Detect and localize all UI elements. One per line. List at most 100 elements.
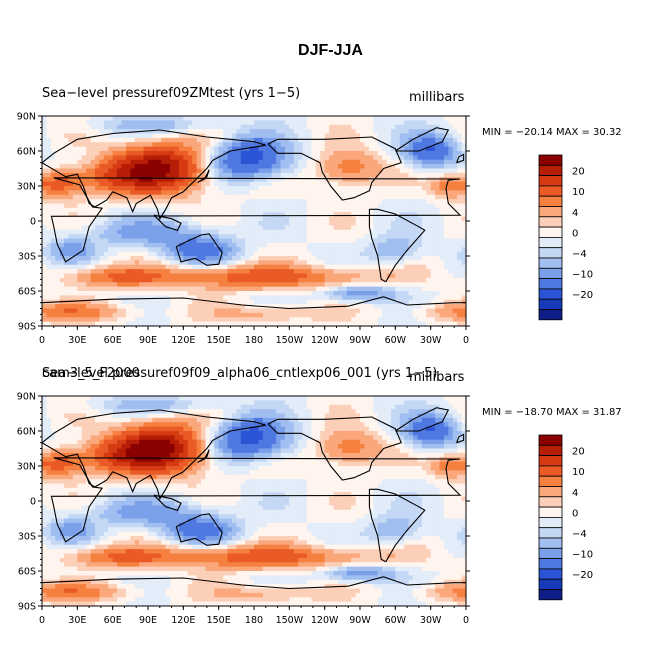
contour-cell: [413, 317, 419, 323]
contour-cell: [156, 199, 162, 205]
contour-cell: [426, 312, 432, 318]
contour-cell: [320, 264, 326, 270]
contour-cell: [72, 168, 78, 174]
contour-cell: [95, 190, 101, 196]
contour-cell: [351, 286, 357, 292]
contour-cell: [329, 269, 335, 275]
contour-cell: [452, 172, 458, 178]
contour-cell: [249, 116, 255, 121]
contour-cell: [209, 151, 215, 156]
contour-cell: [236, 282, 242, 288]
contour-cell: [245, 225, 251, 231]
contour-cell: [125, 269, 131, 275]
contour-cell: [223, 286, 229, 292]
contour-cell: [404, 269, 410, 275]
contour-cell: [311, 256, 317, 261]
contour-cell: [95, 277, 101, 283]
contour-cell: [408, 172, 414, 178]
contour-cell: [315, 172, 321, 178]
contour-cell: [333, 282, 339, 288]
contour-cell: [271, 203, 277, 209]
contour-cell: [386, 396, 392, 401]
contour-cell: [404, 225, 410, 231]
contour-cell: [267, 159, 273, 165]
contour-cell: [360, 124, 366, 130]
contour-cell: [187, 212, 193, 218]
contour-cell: [382, 291, 388, 296]
contour-cell: [121, 186, 127, 191]
contour-cell: [174, 164, 180, 170]
contour-cell: [439, 137, 445, 143]
contour-cell: [337, 133, 343, 139]
contour-cell: [81, 247, 87, 253]
contour-cell: [187, 234, 193, 240]
contour-cell: [346, 251, 352, 257]
contour-cell: [395, 142, 401, 148]
contour-cell: [351, 199, 357, 205]
contour-cell: [187, 199, 193, 205]
contour-cell: [404, 400, 410, 406]
contour-cell: [240, 151, 246, 156]
contour-cell: [121, 146, 127, 152]
contour-cell: [351, 124, 357, 130]
contour-cell: [68, 124, 74, 130]
contour-cell: [108, 216, 114, 222]
coastline: [42, 129, 266, 221]
contour-cell: [386, 116, 392, 121]
contour-cell: [183, 234, 189, 240]
contour-cell: [302, 308, 308, 314]
contour-cell: [55, 286, 61, 292]
contour-cell: [59, 229, 65, 235]
contour-cell: [267, 225, 273, 231]
contour-cell: [439, 190, 445, 196]
contour-cell: [413, 124, 419, 130]
contour-cell: [346, 181, 352, 187]
contour-cell: [413, 396, 419, 401]
contour-cell: [46, 116, 52, 121]
contour-cell: [355, 242, 361, 248]
contour-cell: [103, 286, 109, 292]
contour-cell: [413, 207, 419, 213]
contour-cell: [108, 142, 114, 148]
contour-cell: [457, 396, 463, 401]
contour-cell: [143, 269, 149, 275]
contour-cell: [417, 308, 423, 314]
contour-cell: [364, 129, 370, 135]
contour-cell: [183, 203, 189, 209]
contour-cell: [333, 164, 339, 170]
contour-cell: [439, 234, 445, 240]
contour-cell: [117, 242, 123, 248]
contour-cell: [50, 251, 56, 257]
contour-cell: [267, 221, 273, 226]
contour-cell: [192, 242, 198, 248]
contour-cell: [346, 137, 352, 143]
contour-cell: [46, 295, 52, 301]
contour-cell: [68, 181, 74, 187]
contour-cell: [254, 207, 260, 213]
contour-cell: [351, 137, 357, 143]
contour-cell: [373, 299, 379, 305]
contour-cell: [139, 308, 145, 314]
contour-cell: [227, 177, 233, 183]
contour-cell: [284, 190, 290, 196]
contour-cell: [161, 177, 167, 183]
contour-cell: [121, 304, 127, 310]
contour-cell: [64, 186, 70, 191]
contour-cell: [209, 137, 215, 143]
contour-cell: [55, 212, 61, 218]
contour-cell: [426, 168, 432, 174]
contour-cell: [399, 159, 405, 165]
contour-cell: [95, 229, 101, 235]
contour-cell: [134, 321, 140, 326]
contour-cell: [452, 194, 458, 200]
contour-cell: [50, 172, 56, 178]
contour-cell: [183, 133, 189, 139]
contour-cell: [377, 216, 383, 222]
contour-cell: [240, 164, 246, 170]
contour-cell: [192, 177, 198, 183]
contour-cell: [223, 256, 229, 261]
contour-cell: [86, 155, 92, 161]
contour-cell: [130, 256, 136, 261]
contour-cell: [231, 273, 237, 279]
contour-cell: [152, 203, 158, 209]
